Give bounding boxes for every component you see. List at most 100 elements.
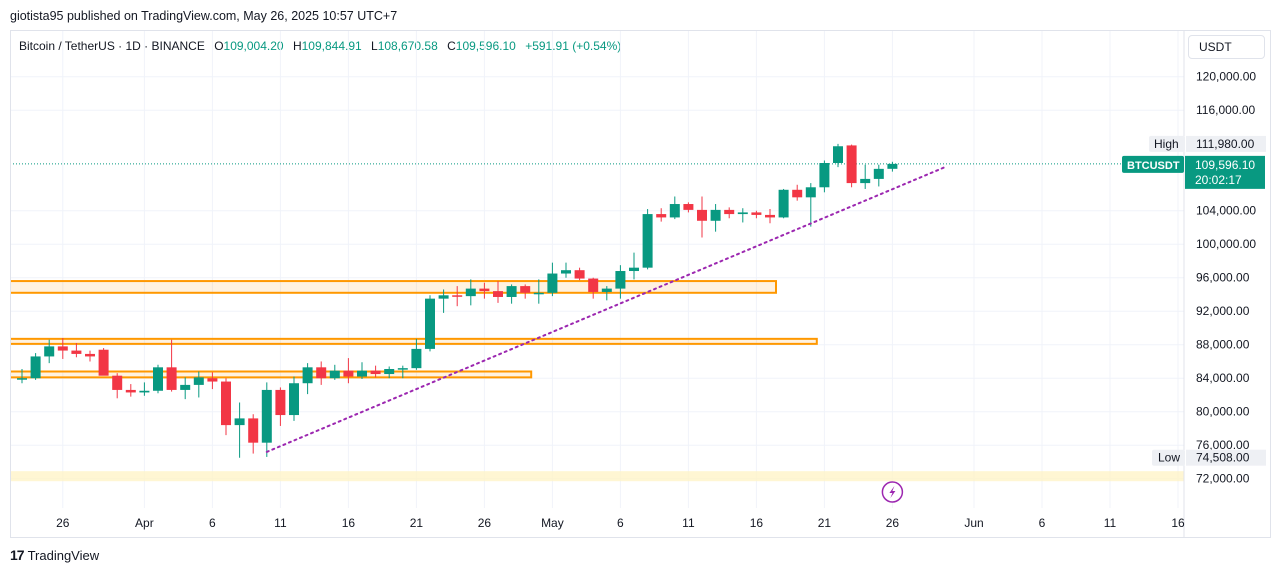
high-tag-label: High (1154, 137, 1179, 151)
candle-body (465, 288, 476, 297)
candle-body (479, 288, 490, 292)
x-tick-label: 16 (1171, 516, 1185, 530)
candle-body (370, 370, 381, 375)
candle-body (724, 209, 735, 215)
price-zone (11, 280, 777, 294)
x-tick-label: 26 (886, 516, 900, 530)
candle-body (737, 212, 748, 215)
candle-body (615, 271, 626, 289)
candle-body (289, 383, 299, 416)
candle-body (792, 189, 803, 198)
x-tick-label: 11 (1104, 516, 1117, 530)
candle-body (153, 367, 163, 391)
y-tick-label: 104,000.00 (1196, 204, 1256, 218)
currency-selector[interactable]: USDT (1188, 35, 1265, 59)
low-tag-label: Low (1158, 451, 1180, 465)
high-value-bg (1186, 135, 1266, 152)
countdown-label: 20:02:17 (1195, 173, 1242, 187)
candle-body (139, 390, 150, 393)
lightning-bolt-icon (889, 486, 896, 498)
candle-body (57, 346, 68, 351)
candle-body (765, 214, 775, 218)
high-tag-bg (1149, 135, 1185, 152)
symbol-title[interactable]: Bitcoin / TetherUS · 1D · BINANCE (19, 39, 205, 53)
candle-body (316, 367, 327, 379)
x-tick-label: 21 (818, 516, 832, 530)
candle-body (547, 273, 558, 293)
chart-frame (10, 30, 1271, 538)
candle-body (778, 189, 789, 218)
candle-body (193, 377, 204, 385)
candle-body (873, 168, 884, 179)
candle-body (180, 384, 191, 390)
candle-body (887, 163, 898, 169)
close-label: C (447, 39, 456, 53)
high-value: 109,844.91 (301, 39, 362, 53)
low-value-label: 74,508.00 (1196, 451, 1250, 465)
candle-body (452, 295, 463, 297)
price-zone (11, 337, 818, 345)
low-value: 108,670.58 (377, 39, 438, 53)
candle-body (438, 295, 449, 299)
open-value: 109,004.20 (223, 39, 284, 53)
candle-body (588, 278, 599, 292)
candle-body (275, 389, 286, 416)
symbol-tag-bg (1122, 155, 1184, 173)
close-value: 109,596.10 (455, 39, 516, 53)
low-value-bg (1186, 449, 1266, 466)
candle-body (98, 349, 109, 376)
symbol-legend: Bitcoin / TetherUS · 1D · BINANCE O109,0… (19, 39, 621, 53)
candle-body (207, 378, 218, 382)
candle-body (248, 418, 259, 443)
candle-body (71, 350, 82, 354)
candle-body (574, 270, 585, 279)
candle-body (629, 267, 639, 272)
change-value: +591.91 (+0.54%) (525, 39, 622, 53)
candle-body (493, 291, 503, 297)
x-tick-label: 26 (56, 516, 70, 530)
candle-body (112, 375, 123, 390)
y-tick-label: 100,000.00 (1196, 237, 1256, 251)
candle-body (261, 389, 272, 443)
y-tick-label: 88,000.00 (1196, 338, 1250, 352)
candle-body (17, 378, 27, 380)
candle-body (697, 209, 707, 221)
y-tick-label: 72,000.00 (1196, 472, 1250, 486)
x-tick-label: Apr (135, 516, 154, 530)
candle-body (425, 298, 435, 349)
candle-body (125, 389, 136, 393)
x-tick-label: 16 (750, 516, 764, 530)
candle-body (85, 353, 95, 357)
x-tick-label: 6 (617, 516, 624, 530)
x-tick-label: 21 (410, 516, 424, 530)
candle-body (819, 162, 830, 188)
tradingview-logo-icon: 17 (10, 547, 25, 563)
candle-body (397, 368, 408, 370)
price-zone (11, 370, 533, 379)
x-tick-label: 6 (209, 516, 216, 530)
high-label: H (292, 39, 302, 53)
last-price-label: 109,596.10 (1195, 158, 1255, 172)
candle-body (221, 381, 231, 426)
x-tick-label: Jun (964, 516, 983, 530)
trendline (265, 165, 948, 453)
candle-body (805, 187, 816, 198)
candle-body (669, 204, 680, 218)
y-tick-label: 96,000.00 (1196, 271, 1250, 285)
candle-body (384, 368, 395, 375)
y-tick-label: 92,000.00 (1196, 304, 1250, 318)
low-zone-band (11, 471, 1184, 482)
footer-brand[interactable]: 17 TradingView (10, 547, 99, 563)
candle-body (506, 286, 517, 297)
candle-body (411, 348, 422, 369)
x-tick-label: 16 (342, 516, 356, 530)
high-value-label: 111,980.00 (1196, 137, 1255, 151)
candle-body (751, 212, 762, 215)
symbol-tag-label: BTCUSDT (1127, 160, 1180, 172)
y-tick-label: 76,000.00 (1196, 438, 1250, 452)
candle-body (44, 346, 55, 357)
candle-body (833, 146, 843, 163)
candle-body (846, 145, 857, 184)
x-tick-label: May (541, 516, 564, 530)
